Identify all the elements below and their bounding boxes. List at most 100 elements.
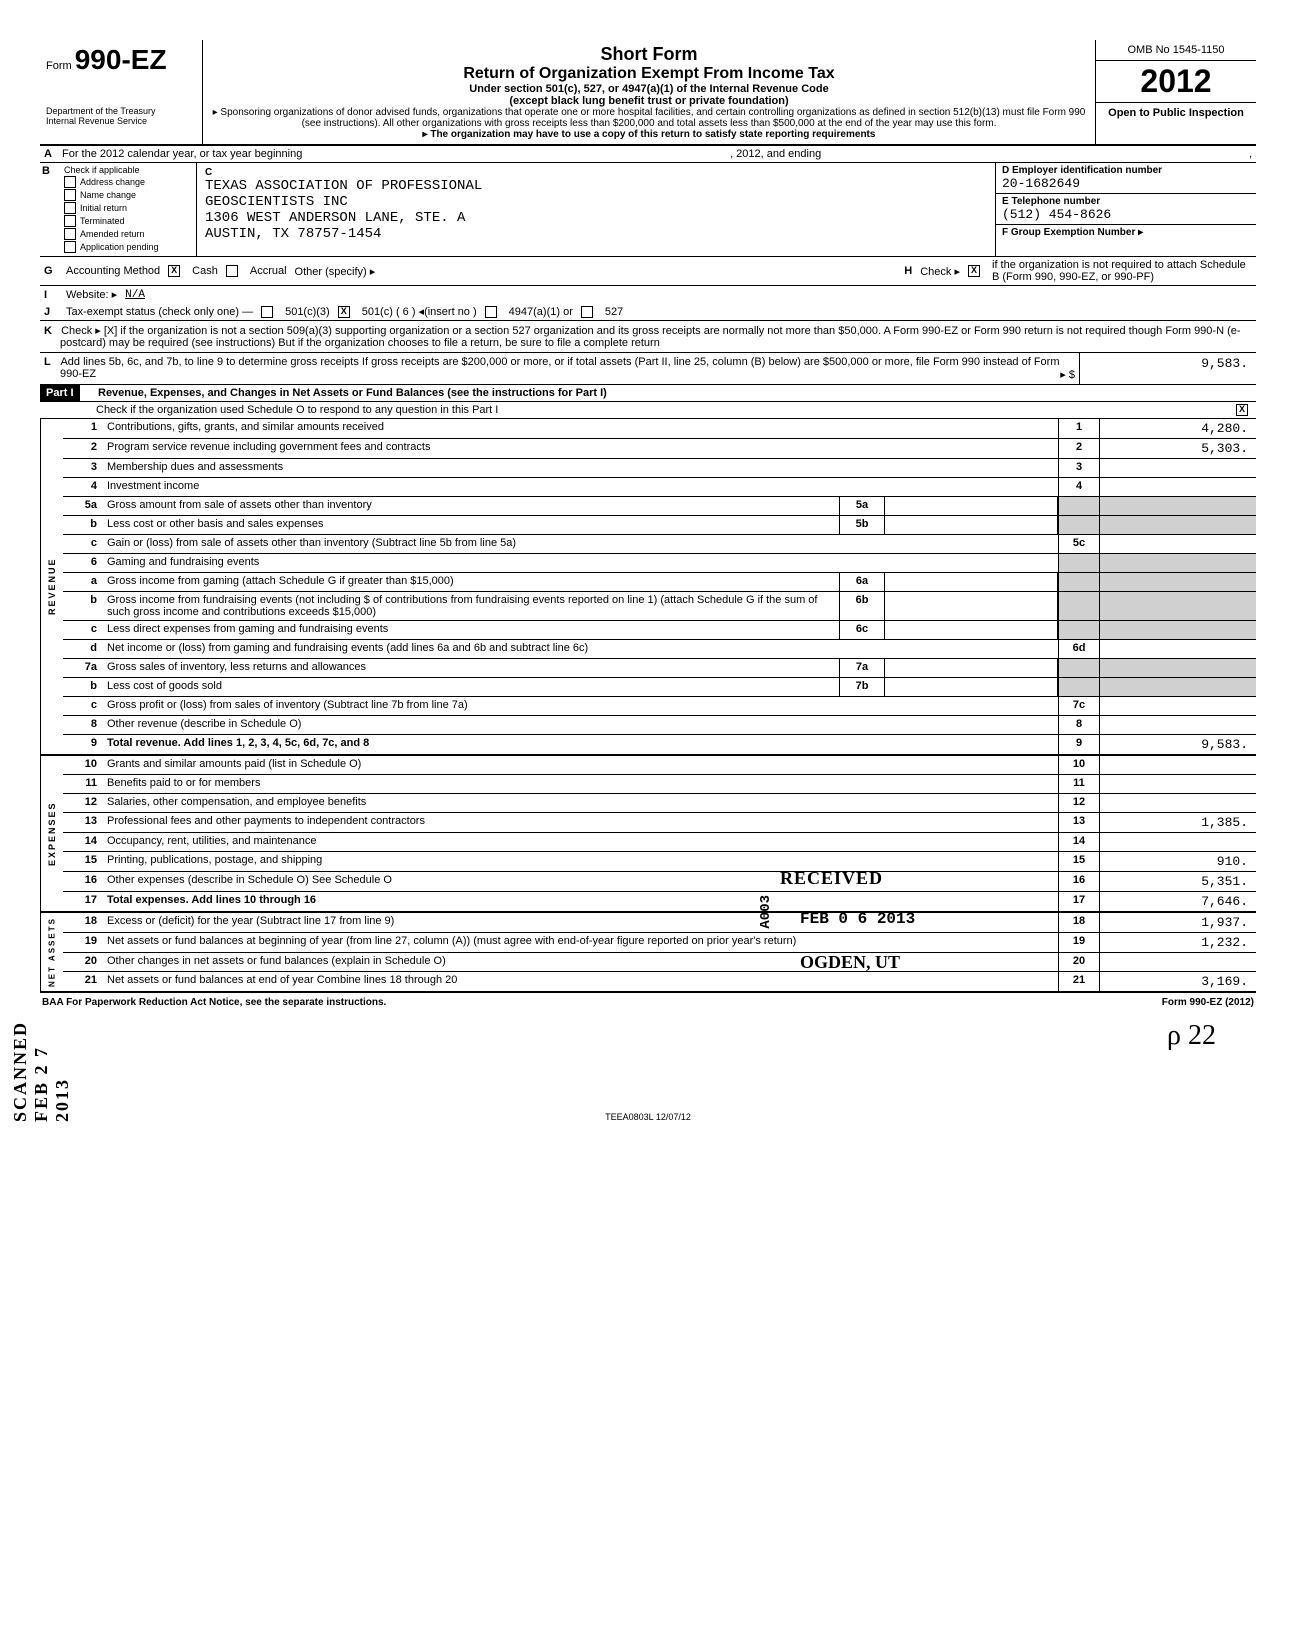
table-row: 4Investment income4: [63, 478, 1256, 497]
right-line-value: 5,351.: [1099, 872, 1256, 891]
line-description: Less direct expenses from gaming and fun…: [103, 621, 839, 639]
right-line-number: 15: [1058, 852, 1099, 871]
cb-accrual[interactable]: [226, 265, 238, 277]
table-row: 3Membership dues and assessments3: [63, 459, 1256, 478]
right-line-value: 1,385.: [1099, 813, 1256, 832]
table-row: bLess cost of goods sold7b: [63, 678, 1256, 697]
line-number: 15: [63, 852, 103, 871]
label-i: I: [44, 289, 58, 301]
table-row: bLess cost or other basis and sales expe…: [63, 516, 1256, 535]
right-line-value: 9,583.: [1099, 735, 1256, 754]
title-return: Return of Organization Exempt From Incom…: [211, 65, 1087, 83]
label-k: K: [44, 325, 58, 337]
cb-initial-return[interactable]: [64, 202, 76, 214]
right-line-number: 20: [1058, 953, 1099, 971]
mid-line-number: 5a: [839, 497, 885, 515]
right-line-value: 3,169.: [1099, 972, 1256, 991]
cb-h[interactable]: X: [968, 265, 980, 277]
line-description: Professional fees and other payments to …: [103, 813, 1058, 832]
k-text: Check ▸ [X] if the organization is not a…: [60, 325, 1241, 349]
line-description: Gross profit or (loss) from sales of inv…: [103, 697, 1058, 715]
header-note1: ▸ Sponsoring organizations of donor advi…: [211, 107, 1087, 129]
right-line-number: [1058, 592, 1099, 620]
cb-application-pending[interactable]: [64, 241, 76, 253]
right-line-number: 3: [1058, 459, 1099, 477]
cb-terminated[interactable]: [64, 215, 76, 227]
line-number: 2: [63, 439, 103, 458]
line-number: c: [63, 621, 103, 639]
j-opt4: 527: [605, 306, 623, 318]
table-row: dNet income or (loss) from gaming and fu…: [63, 640, 1256, 659]
label-a: A: [44, 148, 62, 160]
line-number: b: [63, 678, 103, 696]
part1-check-row: Check if the organization used Schedule …: [40, 402, 1256, 419]
line-number: b: [63, 516, 103, 534]
line-number: a: [63, 573, 103, 591]
right-line-value: 910.: [1099, 852, 1256, 871]
right-line-value: [1099, 459, 1256, 477]
right-line-value: [1099, 535, 1256, 553]
mid-line-number: 7b: [839, 678, 885, 696]
header-note2: ▸ The organization may have to use a cop…: [211, 129, 1087, 140]
line-number: 11: [63, 775, 103, 793]
table-row: 6Gaming and fundraising events: [63, 554, 1256, 573]
right-line-number: 9: [1058, 735, 1099, 754]
table-row: 9Total revenue. Add lines 1, 2, 3, 4, 5c…: [63, 735, 1256, 754]
line-number: d: [63, 640, 103, 658]
cb-527[interactable]: [581, 306, 593, 318]
cb-amended[interactable]: [64, 228, 76, 240]
cb-name-change[interactable]: [64, 189, 76, 201]
row-j: J Tax-exempt status (check only one) — 5…: [40, 303, 1256, 321]
part1-title: Revenue, Expenses, and Changes in Net As…: [92, 385, 1256, 401]
line-number: 14: [63, 833, 103, 851]
cb-501c3[interactable]: [261, 306, 273, 318]
revenue-vlabel: REVENUE: [40, 419, 63, 754]
g-text: Accounting Method: [66, 265, 160, 277]
right-line-value: [1099, 573, 1256, 591]
line-number: 20: [63, 953, 103, 971]
cb-address-change[interactable]: [64, 176, 76, 188]
right-line-number: 10: [1058, 756, 1099, 774]
right-line-value: 1,232.: [1099, 933, 1256, 952]
l-text: Add lines 5b, 6c, and 7b, to line 9 to d…: [60, 356, 1060, 380]
header-right: OMB No 1545-1150 2012 Open to Public Ins…: [1095, 40, 1256, 144]
cb-cash[interactable]: X: [168, 265, 180, 277]
mid-line-value: [885, 497, 1058, 515]
right-line-value: [1099, 497, 1256, 515]
mid-line-number: 6a: [839, 573, 885, 591]
line-description: Total revenue. Add lines 1, 2, 3, 4, 5c,…: [103, 735, 1058, 754]
line-description: Gaming and fundraising events: [103, 554, 1058, 572]
line-description: Salaries, other compensation, and employ…: [103, 794, 1058, 812]
label-g: G: [44, 265, 58, 277]
ein-value: 20-1682649: [1002, 176, 1250, 191]
right-line-number: 1: [1058, 419, 1099, 438]
line-description: Gain or (loss) from sale of assets other…: [103, 535, 1058, 553]
right-line-value: [1099, 953, 1256, 971]
netassets-section: NET ASSETS 18Excess or (deficit) for the…: [40, 913, 1256, 993]
right-line-value: [1099, 833, 1256, 851]
line-number: 6: [63, 554, 103, 572]
right-line-number: 16: [1058, 872, 1099, 891]
label-c: C: [205, 167, 987, 178]
cb-part1-schedule-o[interactable]: X: [1236, 404, 1248, 416]
line-description: Other changes in net assets or fund bala…: [103, 953, 1058, 971]
revenue-section: REVENUE 1Contributions, gifts, grants, a…: [40, 419, 1256, 756]
table-row: 14Occupancy, rent, utilities, and mainte…: [63, 833, 1256, 852]
table-row: 10Grants and similar amounts paid (list …: [63, 756, 1256, 775]
signature-mark: ρ 22: [40, 1020, 1256, 1052]
table-row: 5aGross amount from sale of assets other…: [63, 497, 1256, 516]
cb-4947[interactable]: [485, 306, 497, 318]
line-description: Less cost of goods sold: [103, 678, 839, 696]
right-line-number: [1058, 621, 1099, 639]
line-description: Occupancy, rent, utilities, and maintena…: [103, 833, 1058, 851]
table-row: bGross income from fundraising events (n…: [63, 592, 1256, 621]
omb-number: OMB No 1545-1150: [1096, 40, 1256, 61]
line-description: Less cost or other basis and sales expen…: [103, 516, 839, 534]
part1-label: Part I: [40, 385, 80, 401]
line-number: 9: [63, 735, 103, 754]
table-row: 18Excess or (deficit) for the year (Subt…: [63, 913, 1256, 933]
right-line-value: [1099, 678, 1256, 696]
cb-501c[interactable]: X: [338, 306, 350, 318]
right-line-value: [1099, 794, 1256, 812]
right-line-value: [1099, 756, 1256, 774]
